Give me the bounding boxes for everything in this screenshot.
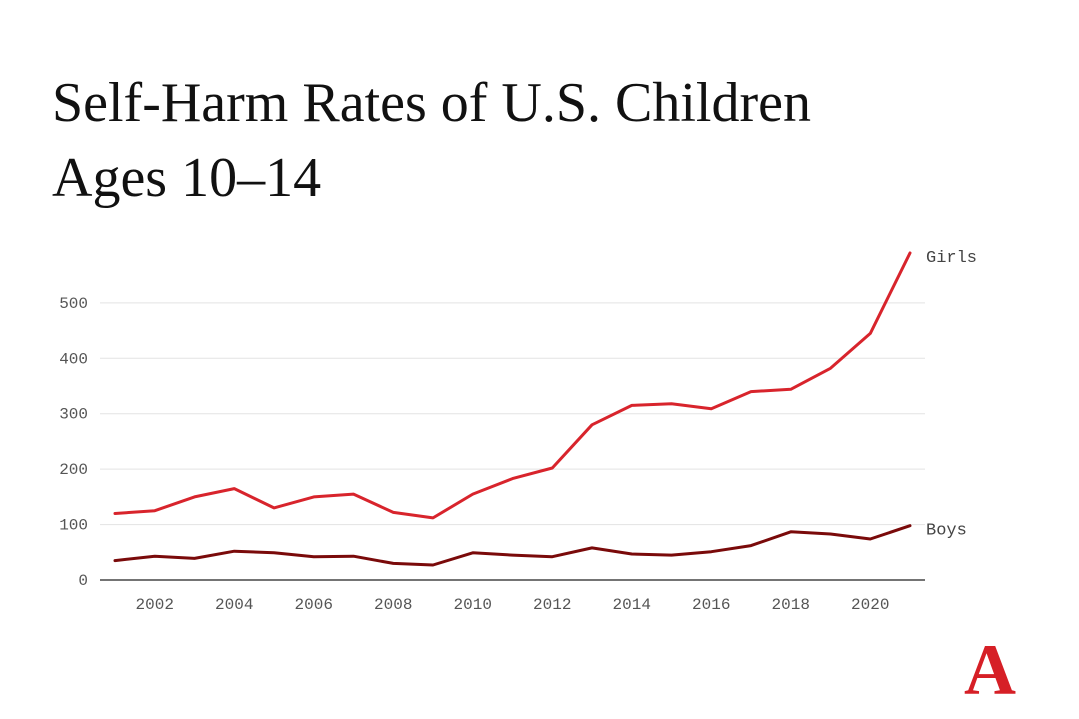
y-tick-label: 0 <box>78 572 88 590</box>
x-tick-label: 2020 <box>851 596 889 614</box>
x-tick-label: 2010 <box>454 596 492 614</box>
x-tick-label: 2012 <box>533 596 571 614</box>
series-line-boys <box>113 524 912 567</box>
series-labels: Girls Boys <box>926 249 977 541</box>
series-label-girls: Girls <box>926 249 977 268</box>
y-tick-label: 400 <box>59 350 88 368</box>
y-tick-label: 300 <box>59 406 88 424</box>
x-tick-label: 2016 <box>692 596 730 614</box>
series-label-boys: Boys <box>926 522 967 541</box>
x-tick-label: 2008 <box>374 596 412 614</box>
y-tick-label: 100 <box>59 517 88 535</box>
x-axis-tick-labels: 2002 2004 2006 2008 2010 2012 2014 2016 2018 2020 <box>136 596 890 614</box>
x-tick-label: 2004 <box>215 596 253 614</box>
chart-title-line-2: Ages 10–14 <box>52 147 322 209</box>
series-lines <box>113 251 912 567</box>
x-tick-label: 2006 <box>295 596 333 614</box>
publication-logo: A <box>964 630 1016 710</box>
y-tick-label: 500 <box>59 295 88 313</box>
x-tick-label: 2002 <box>136 596 174 614</box>
y-tick-label: 200 <box>59 461 88 479</box>
chart-title: Self-Harm Rates of U.S. Children Ages 10… <box>52 66 1012 216</box>
gridlines <box>100 302 925 526</box>
x-tick-label: 2018 <box>772 596 810 614</box>
x-tick-label: 2014 <box>613 596 651 614</box>
chart-title-line-1: Self-Harm Rates of U.S. Children <box>52 72 811 134</box>
series-line-girls <box>113 251 912 520</box>
y-axis-tick-labels: 0 100 200 300 400 500 <box>59 295 88 590</box>
